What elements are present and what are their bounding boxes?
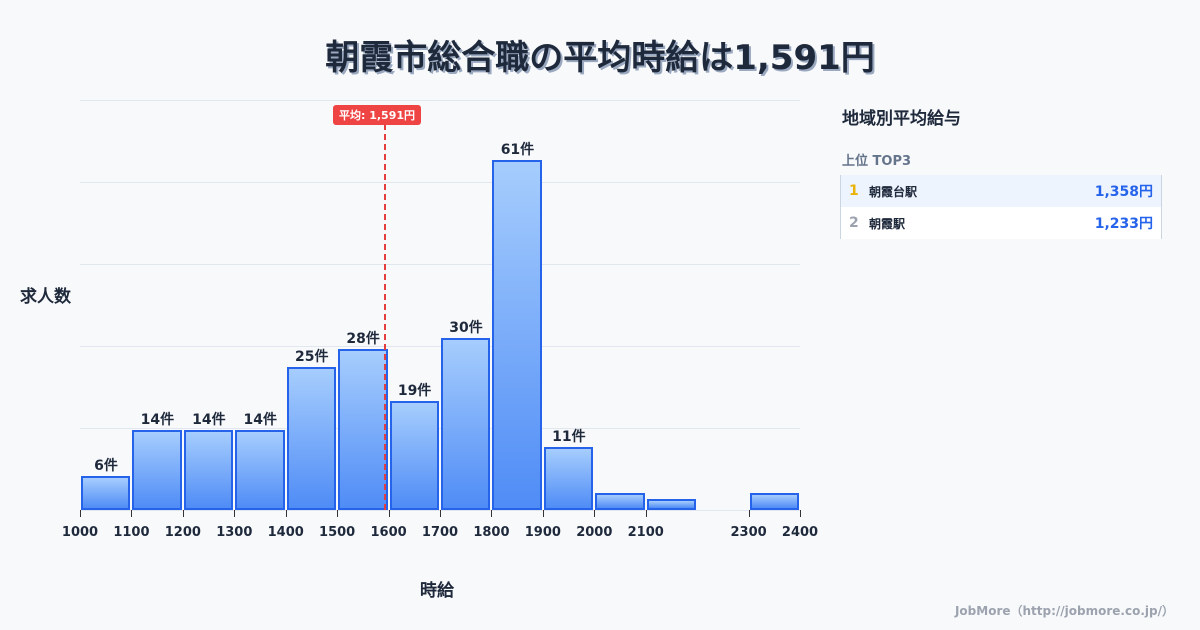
x-axis-label: 時給 [420, 581, 454, 601]
histogram-bar [235, 429, 285, 510]
x-tick-label: 2000 [576, 525, 613, 540]
histogram-bar [543, 446, 594, 510]
x-tick [800, 510, 802, 517]
x-tick-label: 1400 [267, 525, 304, 540]
x-tick-label: 1700 [421, 525, 459, 540]
gridline [80, 346, 800, 347]
histogram-bar [286, 366, 337, 510]
bar-value-label: 28件 [346, 331, 380, 348]
x-tick [80, 510, 81, 517]
x-tick [285, 510, 287, 517]
histogram-bar [338, 349, 388, 510]
area-name: 朝霞駅 [869, 216, 906, 231]
rank-number: 2 [849, 215, 859, 231]
histogram-bar [595, 492, 645, 510]
sidebar-title: 地域別平均給与 [842, 109, 961, 129]
bar-value-label: 6件 [94, 457, 118, 474]
gridline [80, 428, 800, 429]
bar-value-label: 61件 [500, 142, 535, 158]
histogram-bar [132, 429, 182, 510]
x-tick-label: 2300 [730, 525, 767, 540]
x-tick [542, 510, 544, 517]
bar-value-label: 25件 [294, 348, 329, 365]
bar-value-label: 30件 [449, 319, 483, 336]
histogram-bar [646, 498, 697, 510]
bar-value-label: 11件 [552, 428, 586, 445]
ranking-list: 1 朝霞台駅 1,358円 2 朝霞駅 1,233円 [840, 175, 1162, 239]
x-tick [594, 510, 596, 517]
area-wage: 1,358円 [1094, 184, 1153, 200]
gridline [80, 264, 800, 265]
histogram-bar [749, 492, 799, 510]
histogram-bar [81, 475, 131, 510]
average-badge: 平均: 1,591円 [333, 105, 422, 125]
x-tick [337, 510, 339, 517]
x-tick [748, 510, 750, 517]
histogram-bar [183, 429, 234, 510]
x-tick [491, 510, 493, 517]
x-tick-label: 1300 [216, 525, 253, 540]
gridline [80, 182, 800, 183]
histogram-chart: 6件 14件 14件 14件 25件 28件 19件 30件 61件 11件 1000 1100 120… [20, 100, 818, 601]
page-title: 朝霞市総合職の平均時給は1,591円 [325, 38, 875, 78]
x-tick-label: 1000 [61, 525, 99, 540]
rank-number: 1 [849, 183, 859, 199]
ranking-item: 1 朝霞台駅 1,358円 [841, 175, 1161, 207]
x-tick-label: 1100 [113, 525, 150, 540]
x-tick-label: 2100 [627, 525, 664, 540]
gridline [80, 100, 800, 101]
x-tick [182, 510, 184, 517]
bar-value-label: 14件 [140, 411, 175, 428]
source-credit: JobMore（http://jobmore.co.jp/） [954, 604, 1174, 618]
histogram-bar [492, 160, 542, 510]
x-tick [234, 510, 236, 517]
x-tick-label: 1200 [164, 525, 201, 540]
x-tick-label: 2400 [781, 525, 819, 540]
bar-value-label: 14件 [243, 411, 278, 428]
x-tick [388, 510, 390, 517]
x-tick-label: 1900 [524, 525, 561, 540]
x-tick-label: 1600 [370, 525, 407, 540]
bar-value-label: 19件 [397, 382, 432, 399]
histogram-bar [389, 400, 439, 510]
area-wage: 1,233円 [1094, 216, 1153, 232]
y-axis-label: 求人数 [20, 287, 71, 307]
histogram-bar [441, 337, 491, 510]
bar-value-label: 14件 [192, 411, 226, 428]
sidebar-subtitle: 上位 TOP3 [842, 154, 912, 169]
area-name: 朝霞台駅 [869, 184, 918, 199]
x-tick [645, 510, 647, 517]
average-line [384, 124, 386, 510]
x-tick [440, 510, 441, 517]
ranking-item: 2 朝霞駅 1,233円 [841, 207, 1161, 239]
x-tick-label: 1800 [473, 525, 510, 540]
x-tick-label: 1500 [319, 525, 356, 540]
x-tick [131, 510, 133, 517]
